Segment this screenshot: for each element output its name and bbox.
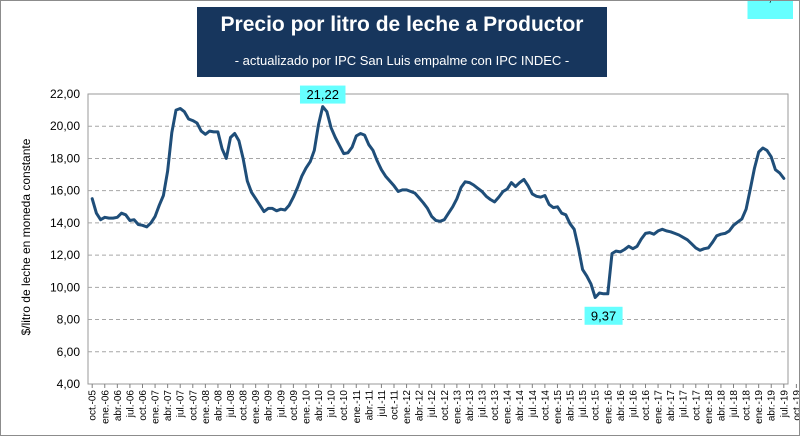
x-tick-label: abr.-11 (364, 390, 375, 421)
y-tick-label: 16,00 (50, 184, 80, 198)
x-tick-label: oct.-09 (289, 390, 300, 421)
x-tick-label: abr.-10 (314, 390, 325, 422)
x-tick-label: oct.-13 (490, 390, 501, 421)
x-tick-label: oct.-19 (792, 390, 799, 421)
x-tick-label: abr.-12 (415, 390, 426, 422)
x-tick-label: oct.-17 (691, 390, 702, 421)
x-tick-label: oct.-05 (88, 390, 99, 421)
x-tick-label: ene.-08 (201, 390, 212, 424)
x-tick-label: ene.-16 (603, 390, 614, 424)
x-tick-label: abr.-06 (113, 390, 124, 422)
x-tick-label: jul.-19 (779, 390, 790, 419)
x-tick-label: ene.-06 (100, 390, 111, 424)
x-tick-label: jul.-12 (427, 390, 438, 419)
plot-area (87, 93, 789, 385)
series-line (90, 105, 786, 299)
x-tick-label: jul.-17 (679, 390, 690, 419)
x-tick-label: abr.-17 (666, 390, 677, 422)
x-tick-label: ene.-19 (754, 390, 765, 424)
x-tick-label: ene.-09 (251, 390, 262, 424)
y-tick-label: 14,00 (50, 216, 80, 230)
x-tick-label: oct.-06 (138, 390, 149, 421)
x-tick-label: jul.-14 (528, 390, 539, 419)
y-tick-label: 6,00 (57, 345, 81, 359)
x-tick-label: jul.-13 (478, 390, 489, 419)
value-callout (299, 85, 346, 104)
value-callout (747, 1, 793, 19)
value-callout-label: 21,22 (306, 87, 339, 102)
chart-subtitle: - actualizado por IPC San Luis empalme c… (234, 53, 570, 68)
x-tick-label: oct.-18 (742, 390, 753, 421)
x-tick-label: jul.-06 (125, 390, 136, 419)
x-tick-label: oct.-14 (540, 390, 551, 421)
x-tick-label: jul.-11 (377, 390, 388, 418)
x-tick-label: ene.-18 (704, 390, 715, 424)
x-tick-label: abr.-08 (213, 390, 224, 422)
x-tick-label: oct.-07 (188, 390, 199, 421)
x-tick-label: oct.-08 (239, 390, 250, 421)
x-tick-label: jul.-18 (729, 390, 740, 419)
x-tick-label: ene.-15 (553, 390, 564, 424)
x-tick-label: oct.-11 (389, 390, 400, 420)
y-tick-label: 8,00 (57, 313, 81, 327)
x-tick-label: abr.-07 (163, 390, 174, 422)
x-tick-label: abr.-13 (465, 390, 476, 422)
y-tick-label: 20,00 (50, 119, 80, 133)
x-tick-label: ene.-11 (352, 390, 363, 424)
x-tick-label: oct.-16 (641, 390, 652, 421)
title-box: Precio por litro de leche a Productor - … (197, 7, 607, 77)
x-tick-label: jul.-08 (226, 390, 237, 419)
x-tick-label: ene.-10 (301, 390, 312, 424)
x-tick-label: abr.-15 (566, 390, 577, 422)
x-tick-label: jul.-07 (176, 390, 187, 419)
value-callout-label: 16,76 (754, 1, 787, 4)
x-tick-label: abr.-18 (716, 390, 727, 422)
y-tick-label: 4,00 (57, 377, 81, 391)
x-tick-label: abr.-09 (264, 390, 275, 422)
x-tick-label: jul.-16 (628, 390, 639, 419)
x-tick-label: oct.-15 (591, 390, 602, 421)
y-tick-label: 10,00 (50, 280, 80, 294)
x-tick-label: ene.-17 (654, 390, 665, 424)
x-tick-label: ene.-13 (452, 390, 463, 424)
y-tick-label: 22,00 (50, 87, 80, 101)
x-tick-label: jul.-09 (276, 390, 287, 419)
x-tick-label: jul.-15 (578, 390, 589, 419)
y-tick-label: 18,00 (50, 151, 80, 165)
chart-title: Precio por litro de leche a Productor (220, 13, 584, 36)
y-tick-label: 12,00 (50, 248, 80, 262)
x-tick-label: abr.-14 (515, 390, 526, 422)
x-tick-label: ene.-12 (402, 390, 413, 424)
value-callout (584, 306, 623, 325)
x-tick-label: ene.-14 (503, 390, 514, 424)
x-tick-label: jul.-10 (327, 390, 338, 419)
x-tick-label: abr.-19 (767, 390, 778, 422)
value-callout-label: 9,37 (591, 308, 616, 323)
x-tick-label: oct.-12 (440, 390, 451, 421)
x-tick-label: ene.-07 (151, 390, 162, 424)
x-tick-label: oct.-10 (339, 390, 350, 421)
x-tick-label: abr.-16 (616, 390, 627, 422)
